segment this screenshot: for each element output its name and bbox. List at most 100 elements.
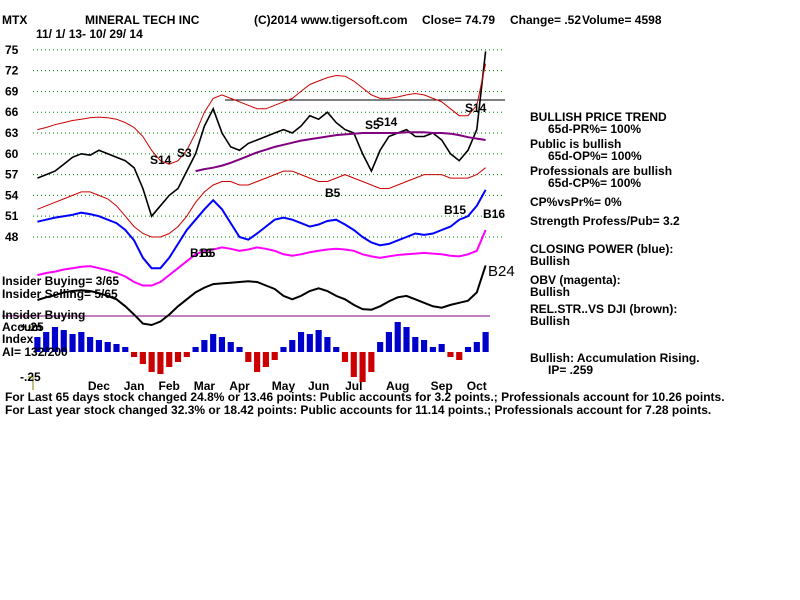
insider-text: Accum (2, 320, 42, 334)
accum-bar (421, 340, 428, 352)
accum-bar (166, 352, 173, 367)
x-tick-label: Jul (345, 379, 362, 393)
footer-text: For Last 65 days stock changed 24.8% or … (5, 390, 725, 404)
accum-bar (139, 352, 146, 364)
accum-bar (122, 347, 129, 352)
y-tick-label: 69 (5, 84, 19, 98)
insider-text: Index (2, 332, 34, 346)
series-line (37, 167, 486, 238)
accum-bar (429, 347, 436, 352)
accum-bar (447, 352, 454, 357)
status-text: Strength Profess/Pub= 3.2 (530, 214, 680, 228)
accum-bar (456, 352, 463, 360)
status-text: 65d-PR%= 100% (548, 122, 641, 136)
accum-bar (262, 352, 269, 367)
accum-bar (218, 337, 226, 352)
accum-bar (69, 334, 76, 352)
accum-bar (482, 332, 489, 352)
accum-bar (227, 342, 234, 352)
accum-bar (130, 352, 138, 357)
accum-bar (210, 334, 217, 352)
y-tick-label: 63 (5, 126, 19, 140)
accum-bar (306, 334, 313, 352)
y-tick-label: 57 (5, 168, 19, 182)
accum-bar (148, 352, 155, 372)
accum-bar (254, 352, 261, 372)
signal-label: S14 (465, 101, 487, 115)
y-tick-label: 54 (5, 188, 19, 202)
insider-text: Insider Buying (2, 308, 85, 322)
x-tick-label: May (272, 379, 296, 393)
signal-label: B5 (200, 246, 216, 260)
insider-text: AI= 132/200 (2, 345, 68, 359)
accum-bar (394, 322, 401, 352)
accum-bar (192, 347, 199, 352)
status-text: 65d-OP%= 100% (548, 149, 642, 163)
x-tick-label: Aug (386, 379, 409, 393)
accum-bar (43, 332, 50, 352)
y-tick-label: 75 (5, 43, 19, 57)
signal-label: B15 (444, 203, 466, 217)
accum-bar (201, 340, 208, 352)
series-line (37, 63, 487, 165)
accum-bar (438, 344, 445, 352)
status-text: Bullish: Accumulation Rising. (530, 351, 700, 365)
insider-text: Insider Buying= 3/65 (2, 274, 119, 288)
accum-bar (280, 347, 287, 352)
accum-bar (297, 332, 305, 352)
x-tick-label: Dec (88, 379, 110, 393)
x-tick-label: Oct (467, 379, 487, 393)
company: MINERAL TECH INC (85, 13, 200, 27)
signal-label: S14 (376, 115, 398, 129)
accum-bar (51, 327, 59, 352)
status-text: OBV (magenta): (530, 273, 621, 287)
signal-label: B16 (190, 246, 212, 260)
accum-bar (87, 337, 94, 352)
accum-bar (464, 347, 472, 352)
accum-bar (333, 347, 340, 352)
volume: Volume= 4598 (582, 13, 662, 27)
status-text: Bullish (530, 254, 570, 268)
ticker: MTX (2, 13, 27, 27)
insider-text: Insider Selling= 5/65 (2, 287, 118, 301)
change: Change= .52 (510, 13, 581, 27)
status-text: Professionals are bullish (530, 164, 672, 178)
signal-label: S14 (150, 153, 172, 167)
accum-bar (34, 337, 41, 352)
series-line (37, 265, 487, 327)
date-range: 11/ 1/ 13- 10/ 29/ 14 (36, 27, 143, 41)
status-text: CP%vsPr%= 0% (530, 195, 622, 209)
accum-bar (245, 352, 252, 362)
accum-bar (377, 342, 384, 352)
accum-bar (315, 330, 322, 352)
x-tick-label: Jun (308, 379, 329, 393)
series-line (37, 51, 487, 218)
accum-bar (60, 330, 67, 352)
accum-bar (183, 352, 190, 357)
accum-bar (113, 344, 120, 352)
status-text: BULLISH PRICE TREND (530, 110, 667, 124)
series-line (37, 229, 487, 287)
accum-bar (403, 327, 410, 352)
status-text: CLOSING POWER (blue): (530, 242, 673, 256)
y-tick-label: 66 (5, 105, 19, 119)
x-tick-label: Apr (229, 379, 250, 393)
y-tick-label: 51 (5, 209, 19, 223)
signal-label: B5 (325, 186, 341, 200)
signal-label: B24 (488, 263, 515, 280)
accum-bar (368, 352, 375, 372)
close: Close= 74.79 (422, 13, 495, 27)
status-text: REL.STR..VS DJI (brown): (530, 302, 677, 316)
status-text: Public is bullish (530, 137, 621, 151)
status-text: 65d-CP%= 100% (548, 176, 641, 190)
y-tick-label: 72 (5, 64, 19, 78)
accum-bar (385, 332, 393, 352)
x-tick-label: Jan (124, 379, 145, 393)
accum-bar (289, 340, 296, 352)
accum-bar (412, 337, 419, 352)
accum-bar (157, 352, 164, 374)
x-tick-label: Sep (431, 379, 453, 393)
accum-bar (341, 352, 349, 362)
series-line (37, 189, 487, 270)
